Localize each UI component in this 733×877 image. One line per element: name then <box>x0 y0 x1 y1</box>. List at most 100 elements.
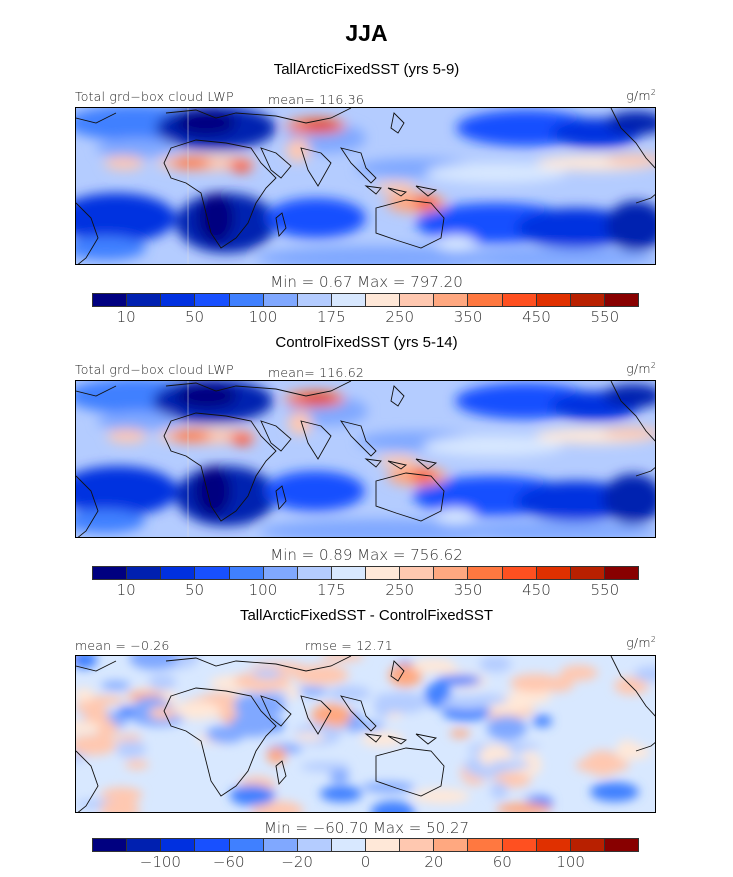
panel-3-mean: mean = −0.26 <box>75 638 170 653</box>
coastline <box>163 687 277 797</box>
contour-region <box>265 471 365 511</box>
coastline <box>390 112 405 134</box>
contour-region <box>560 665 598 681</box>
units-text: g/m <box>626 361 651 377</box>
contour-region <box>87 695 125 705</box>
contour-region <box>456 248 655 264</box>
contour-region <box>423 436 563 456</box>
units-sup: 2 <box>650 361 656 370</box>
colorbar-tick-label: 450 <box>522 308 551 326</box>
contour-region <box>414 197 438 209</box>
panel-1-subtitle: TallArcticFixedSST (yrs 5-9) <box>273 61 460 78</box>
colorbar-tick-label: 350 <box>453 308 483 326</box>
panel-3-subtitle: TallArcticFixedSST - ControlFixedSST <box>239 607 494 624</box>
colorbar-swatch <box>127 294 162 306</box>
contour-region <box>76 720 100 735</box>
contour-region <box>449 729 471 738</box>
coastlines <box>76 108 655 264</box>
coastline <box>76 385 117 397</box>
coastline <box>76 475 99 537</box>
contour-region <box>99 799 141 812</box>
colorbar-swatch <box>366 294 401 306</box>
coastline <box>260 147 292 179</box>
contour-region <box>320 656 365 662</box>
coastline <box>610 381 655 477</box>
colorbar-tick-label: 450 <box>522 581 551 599</box>
colorbar-swatch <box>297 839 332 851</box>
contour-region <box>360 731 404 747</box>
colorbar-swatch <box>468 567 503 579</box>
colorbar-swatch <box>400 839 435 851</box>
units-sup: 2 <box>650 88 656 97</box>
contour-region <box>508 688 552 705</box>
colorbar-tick-label: 100 <box>248 581 278 599</box>
contour-region <box>115 740 147 758</box>
coastline <box>76 750 99 812</box>
coastline <box>275 485 287 511</box>
coastline <box>163 412 277 522</box>
contour-region <box>266 198 366 238</box>
coastline <box>364 458 438 470</box>
units-text: g/m <box>626 635 651 651</box>
panel-3-map <box>75 655 656 813</box>
colorbar-swatch <box>195 567 230 579</box>
contour-region <box>442 695 494 710</box>
contour-region <box>532 715 553 728</box>
contour-region <box>411 788 470 804</box>
panel-2-subtitle: ControlFixedSST (yrs 5-14) <box>275 334 458 351</box>
coastline <box>275 212 287 238</box>
colorbar-swatch <box>468 294 503 306</box>
contour-region <box>107 429 147 443</box>
contour-region <box>606 201 655 251</box>
panel-1-map <box>75 107 656 265</box>
colorbar-swatch <box>604 294 638 306</box>
panel-2-colorbar <box>92 566 639 580</box>
colorbar-swatch <box>502 839 537 851</box>
contour-region <box>603 384 655 408</box>
coastline <box>339 695 377 732</box>
contour-region <box>266 747 287 764</box>
panel-2-map <box>75 380 656 538</box>
contour-region <box>300 394 336 404</box>
colorbar-swatch <box>229 839 264 851</box>
colorbar-swatch <box>502 294 537 306</box>
panel-3-colorbar <box>92 838 639 852</box>
colorbar-swatch <box>195 294 230 306</box>
colorbar-swatch <box>195 839 230 851</box>
colorbar-swatch <box>434 294 469 306</box>
coastline <box>610 656 655 752</box>
colorbar-swatch <box>536 567 571 579</box>
colorbar-tick-label: 250 <box>385 581 415 599</box>
contour-region <box>124 759 149 770</box>
colorbar-tick-label: 10 <box>116 308 136 326</box>
contour-region <box>104 156 144 170</box>
colorbar-swatch <box>161 839 196 851</box>
contour-region <box>95 720 119 738</box>
map-plot <box>76 656 655 812</box>
contour-region <box>603 427 655 439</box>
colorbar-swatch <box>93 839 128 851</box>
contour-region <box>603 474 655 524</box>
coastline <box>300 420 332 460</box>
contour-region <box>344 721 385 731</box>
colorbar-tick-label: 10 <box>116 581 136 599</box>
coastline <box>300 147 332 187</box>
coastline <box>163 139 277 249</box>
contour-region <box>319 787 356 798</box>
contour-region <box>198 193 234 243</box>
colorbar-swatch <box>93 567 128 579</box>
panel-1-minmax: Min = 0.67 Max = 797.20 <box>270 273 463 291</box>
contour-region <box>575 757 630 773</box>
coastline <box>339 420 377 457</box>
colorbar-tick-label: 175 <box>316 308 346 326</box>
colorbar-swatch <box>502 567 537 579</box>
colorbar-tick-label: 50 <box>185 308 205 326</box>
contour-region <box>177 384 237 408</box>
contour-region <box>496 802 552 812</box>
contour-region <box>230 433 254 445</box>
panel-2-minmax: Min = 0.89 Max = 756.62 <box>270 546 463 564</box>
colorbar-swatch <box>536 294 571 306</box>
coastline <box>300 695 332 735</box>
colorbar-tick-label: 550 <box>590 581 620 599</box>
